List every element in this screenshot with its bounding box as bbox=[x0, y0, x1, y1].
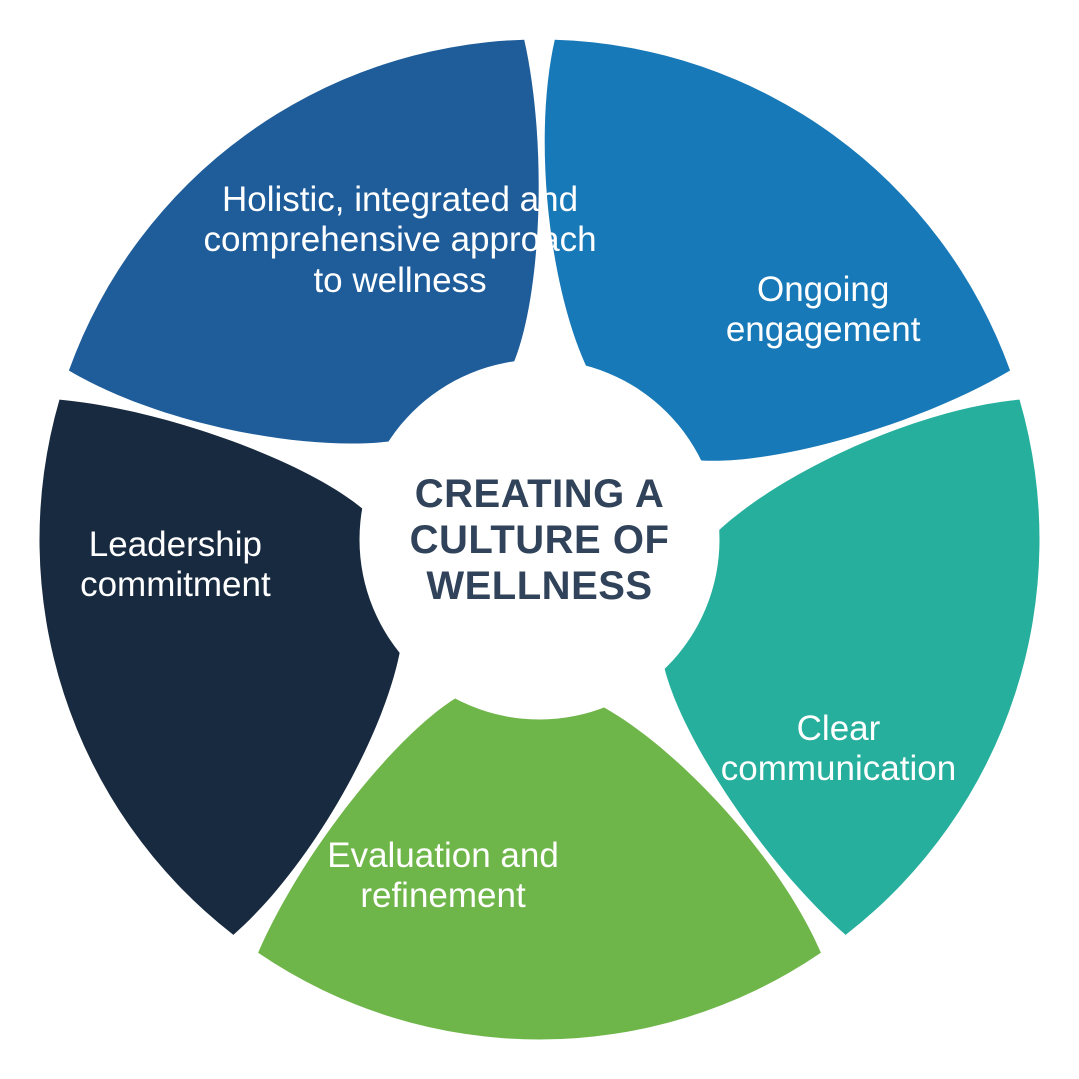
segment-label-leadership: Leadership commitment bbox=[25, 525, 325, 606]
segment-label-communication: Clear communication bbox=[678, 709, 998, 790]
segment-label-holistic: Holistic, integrated and comprehensive a… bbox=[170, 180, 630, 301]
segment-label-evaluation: Evaluation and refinement bbox=[283, 836, 603, 917]
wellness-cycle-diagram: CREATING A CULTURE OF WELLNESS Holistic,… bbox=[0, 0, 1079, 1079]
center-title: CREATING A CULTURE OF WELLNESS bbox=[369, 471, 711, 609]
segment-label-engagement: Ongoing engagement bbox=[673, 270, 973, 351]
